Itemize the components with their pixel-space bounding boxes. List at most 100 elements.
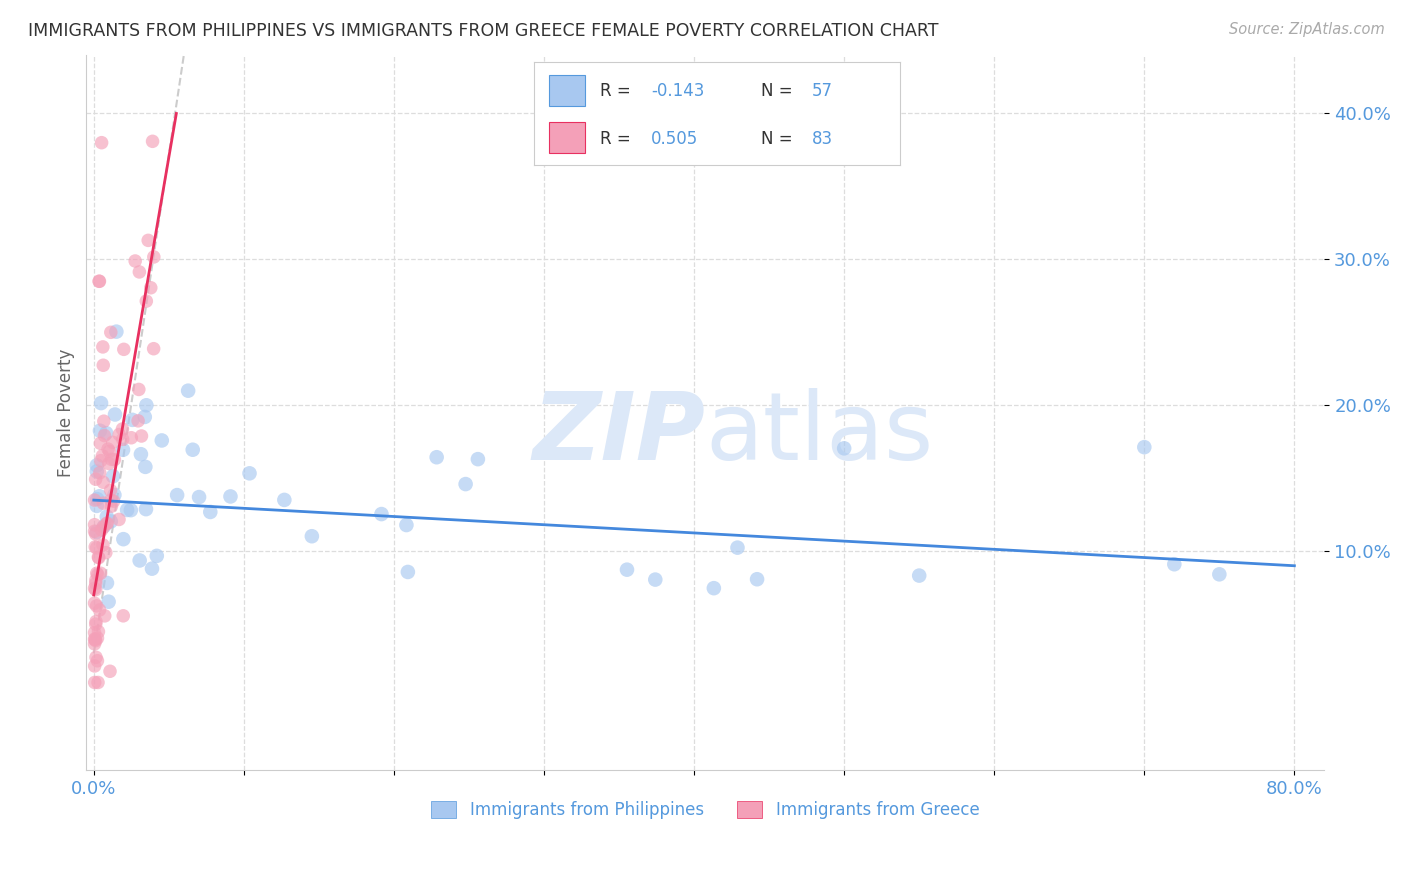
Point xyxy=(832,442,855,456)
Point xyxy=(86,631,108,645)
Point xyxy=(96,576,118,591)
Point xyxy=(97,595,120,609)
Point xyxy=(94,608,117,623)
Point xyxy=(1163,558,1185,572)
Point xyxy=(128,265,150,279)
Point xyxy=(129,447,152,461)
Point xyxy=(96,509,118,524)
Point xyxy=(100,326,122,340)
Point xyxy=(97,457,120,471)
Point xyxy=(219,490,242,504)
Point xyxy=(426,450,449,465)
Point xyxy=(87,567,110,582)
Point xyxy=(84,573,107,587)
Point xyxy=(146,549,169,563)
Point xyxy=(90,136,112,150)
Point xyxy=(103,494,125,508)
Point xyxy=(83,659,105,673)
Point xyxy=(83,493,105,508)
Point xyxy=(301,529,323,543)
Text: 57: 57 xyxy=(813,82,834,101)
Text: ZIP: ZIP xyxy=(533,388,706,480)
Text: 0.505: 0.505 xyxy=(651,129,699,147)
Point xyxy=(83,582,105,596)
Text: N =: N = xyxy=(761,82,797,101)
Text: atlas: atlas xyxy=(706,388,934,480)
Point xyxy=(108,512,131,526)
Point xyxy=(115,503,138,517)
Point xyxy=(86,541,108,555)
Point xyxy=(103,488,125,502)
Point xyxy=(121,413,143,427)
Point xyxy=(84,632,107,647)
Point xyxy=(87,675,110,690)
Point xyxy=(124,254,146,268)
Point xyxy=(91,475,114,490)
Point xyxy=(142,250,165,264)
Point xyxy=(84,576,107,591)
Point xyxy=(134,459,156,474)
Point xyxy=(100,452,122,467)
Point xyxy=(120,503,142,517)
Point xyxy=(136,233,159,247)
Point xyxy=(90,566,112,581)
Point xyxy=(454,477,477,491)
Point xyxy=(128,553,150,567)
Point xyxy=(90,453,112,467)
Point xyxy=(120,431,142,445)
Y-axis label: Female Poverty: Female Poverty xyxy=(58,349,75,476)
Point xyxy=(273,492,295,507)
Point xyxy=(87,274,110,288)
Point xyxy=(141,562,163,576)
Point xyxy=(89,424,111,438)
Point xyxy=(139,281,162,295)
FancyBboxPatch shape xyxy=(548,122,585,153)
Point xyxy=(100,499,122,513)
Point xyxy=(83,632,105,647)
Point xyxy=(131,429,153,443)
Point xyxy=(395,518,418,533)
Point xyxy=(112,608,135,623)
Point xyxy=(91,358,114,372)
Point xyxy=(84,633,107,648)
Point xyxy=(98,665,121,679)
Point xyxy=(112,532,135,546)
Point xyxy=(86,458,108,473)
Point xyxy=(83,637,105,651)
Point xyxy=(84,650,107,665)
Point xyxy=(84,615,107,629)
Point xyxy=(100,483,122,498)
Point xyxy=(96,516,118,530)
Point xyxy=(86,465,108,479)
Point xyxy=(908,568,931,582)
Point xyxy=(200,505,222,519)
Point xyxy=(127,414,149,428)
Point xyxy=(91,520,114,534)
Point xyxy=(135,294,157,309)
Point xyxy=(97,442,120,456)
Point xyxy=(166,488,188,502)
Point xyxy=(135,398,157,412)
Point xyxy=(89,603,111,617)
Point xyxy=(181,442,204,457)
Point xyxy=(94,546,117,560)
Point xyxy=(89,436,111,450)
Point xyxy=(644,573,666,587)
Point xyxy=(103,452,125,467)
Point xyxy=(745,572,768,586)
Point xyxy=(1208,567,1230,582)
Point xyxy=(105,325,128,339)
Point xyxy=(96,516,118,531)
Point xyxy=(84,582,107,597)
Point xyxy=(84,526,107,541)
Point xyxy=(86,492,108,507)
Point xyxy=(134,409,156,424)
Point xyxy=(100,493,122,508)
Point xyxy=(83,675,105,690)
Point xyxy=(84,540,107,554)
Point xyxy=(101,469,124,483)
Point xyxy=(111,432,134,446)
Text: -0.143: -0.143 xyxy=(651,82,704,101)
Point xyxy=(467,452,489,467)
Point xyxy=(83,517,105,532)
